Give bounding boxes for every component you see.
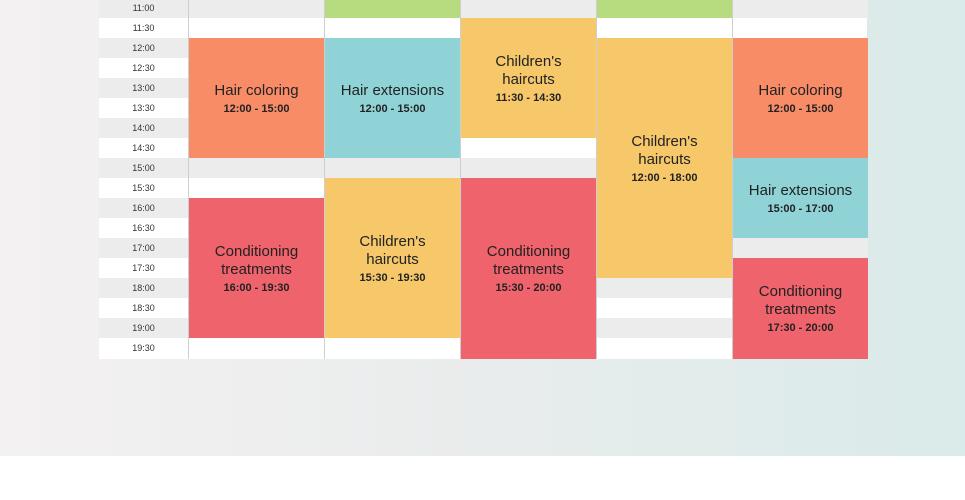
- empty-slot: [461, 0, 596, 18]
- empty-slot: [189, 158, 324, 178]
- time-slot: 11:00: [99, 0, 188, 18]
- event-time: 15:30 - 20:00: [495, 282, 562, 294]
- time-slot: 17:00: [99, 238, 188, 258]
- event-childrens-haircuts[interactable]: Children's haircuts 11:30 - 14:30: [461, 18, 596, 138]
- empty-slot: [733, 238, 868, 258]
- event-hair-coloring[interactable]: Hair coloring 12:00 - 15:00: [733, 38, 868, 158]
- event-name: Children's haircuts: [631, 132, 698, 168]
- time-slot: 19:00: [99, 318, 188, 338]
- event-name: Hair coloring: [758, 81, 843, 99]
- time-slot: 12:30: [132, 63, 155, 73]
- empty-slot: [325, 158, 460, 178]
- day-column-5: Hair coloring 12:00 - 15:00 Hair extensi…: [732, 0, 868, 359]
- event-name: Hair extensions: [340, 81, 445, 99]
- time-slot: 15:30: [132, 183, 155, 193]
- event-name: Children's haircuts: [359, 232, 426, 268]
- time-slot: 14:30: [132, 143, 155, 153]
- event-time: 15:30 - 19:30: [359, 271, 426, 284]
- time-slot: 18:30: [132, 303, 155, 313]
- day-column-2: Hair extensions 12:00 - 15:00 Children's…: [324, 0, 460, 359]
- event-hair-extensions[interactable]: Hair extensions 15:00 - 17:00: [733, 158, 868, 238]
- event-conditioning-treatments[interactable]: Conditioning treatments 16:00 - 19:30: [189, 198, 324, 338]
- event-name: Conditioning treatments: [214, 242, 299, 278]
- time-slot: 18:00: [99, 278, 188, 298]
- time-slot: 15:00: [99, 158, 188, 178]
- time-column: 11:00 11:30 12:00 12:30 13:00 13:30 14:0…: [99, 0, 188, 359]
- event-time: 12:00 - 15:00: [223, 102, 290, 115]
- event-name: Conditioning treatments: [486, 243, 571, 278]
- event-name: Conditioning treatments: [758, 283, 843, 318]
- event-block[interactable]: [597, 0, 732, 18]
- event-name: Hair coloring: [214, 81, 299, 99]
- time-slot: 12:00: [99, 38, 188, 58]
- empty-slot: [733, 0, 868, 18]
- time-slot: 13:30: [132, 103, 155, 113]
- event-conditioning-treatments[interactable]: Conditioning treatments 15:30 - 20:00: [461, 178, 596, 359]
- empty-slot: [461, 158, 596, 178]
- time-slot: 17:30: [132, 263, 155, 273]
- empty-slot: [189, 0, 324, 18]
- time-slot: 14:00: [99, 118, 188, 138]
- event-name: Hair extensions: [748, 181, 853, 199]
- event-time: 12:00 - 15:00: [359, 102, 426, 115]
- time-slot: 11:30: [132, 23, 155, 33]
- event-name: Children's haircuts: [495, 52, 562, 88]
- time-slot: 13:00: [99, 78, 188, 98]
- day-column-3: Children's haircuts 11:30 - 14:30 Condit…: [460, 0, 596, 359]
- time-slot: 16:00: [99, 198, 188, 218]
- timetable: 11:00 11:30 12:00 12:30 13:00 13:30 14:0…: [99, 0, 868, 359]
- event-time: 15:00 - 17:00: [767, 202, 834, 215]
- event-block[interactable]: [325, 0, 460, 18]
- event-hair-coloring[interactable]: Hair coloring 12:00 - 15:00: [189, 38, 324, 158]
- event-time: 12:00 - 18:00: [631, 171, 698, 184]
- day-column-1: Hair coloring 12:00 - 15:00 Conditioning…: [188, 0, 324, 359]
- empty-slot: [597, 278, 732, 298]
- event-time: 12:00 - 15:00: [767, 102, 834, 115]
- event-hair-extensions[interactable]: Hair extensions 12:00 - 15:00: [325, 38, 460, 158]
- empty-slot: [597, 318, 732, 338]
- event-time: 16:00 - 19:30: [223, 281, 290, 294]
- event-childrens-haircuts[interactable]: Children's haircuts 15:30 - 19:30: [325, 178, 460, 338]
- time-slot: 16:30: [132, 223, 155, 233]
- event-conditioning-treatments[interactable]: Conditioning treatments 17:30 - 20:00: [733, 258, 868, 359]
- event-time: 17:30 - 20:00: [767, 322, 834, 334]
- event-childrens-haircuts[interactable]: Children's haircuts 12:00 - 18:00: [597, 38, 732, 278]
- event-time: 11:30 - 14:30: [495, 91, 562, 104]
- time-slot: 19:30: [132, 343, 155, 353]
- day-column-4: Children's haircuts 12:00 - 18:00: [596, 0, 732, 359]
